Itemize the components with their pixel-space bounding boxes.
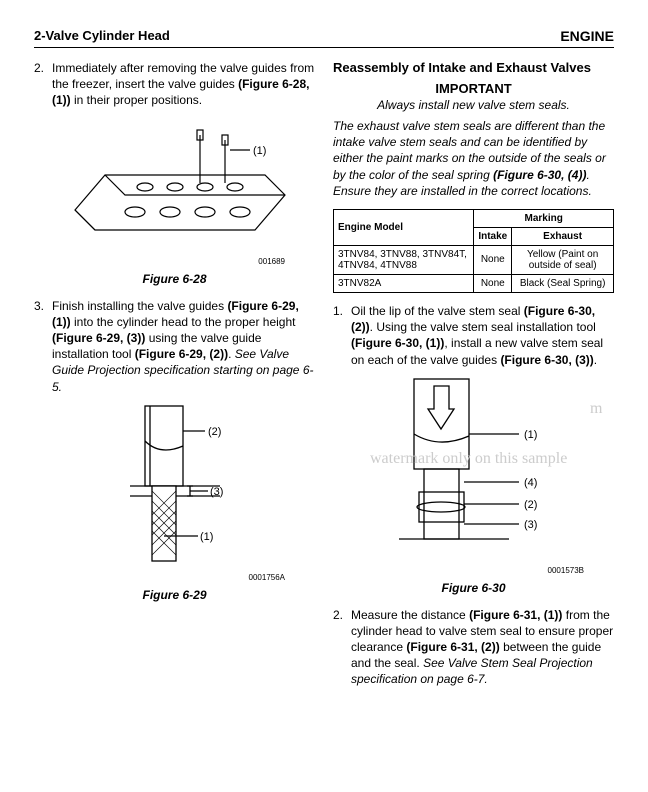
valve-seal-illustration: (1) (4) (2) (3) xyxy=(359,374,589,564)
step-2: 2. Immediately after removing the valve … xyxy=(34,60,315,109)
callout-2: (2) xyxy=(208,426,221,438)
cylinder-head-illustration: (1) xyxy=(55,115,295,255)
step-number: 1. xyxy=(333,303,351,368)
col-intake: Intake xyxy=(474,227,512,245)
left-column: 2. Immediately after removing the valve … xyxy=(34,60,315,694)
cell: Black (Seal Spring) xyxy=(512,274,614,292)
callout-1: (1) xyxy=(253,145,266,157)
step-text: Measure the distance (Figure 6-31, (1)) … xyxy=(351,607,614,688)
right-column: Reassembly of Intake and Exhaust Valves … xyxy=(333,60,614,694)
col-engine-model: Engine Model xyxy=(334,209,474,245)
callout-3: (3) xyxy=(210,486,223,498)
page-header: 2-Valve Cylinder Head ENGINE xyxy=(34,28,614,48)
callout-3: (3) xyxy=(524,519,537,531)
important-heading: IMPORTANT xyxy=(333,81,614,96)
figure-caption: Figure 6-29 xyxy=(34,588,315,602)
col-marking: Marking xyxy=(474,209,614,227)
step-3: 3. Finish installing the valve guides (F… xyxy=(34,298,315,395)
step-text: Finish installing the valve guides (Figu… xyxy=(52,298,315,395)
section-title: Reassembly of Intake and Exhaust Valves xyxy=(333,60,614,75)
cell: 3TNV82A xyxy=(334,274,474,292)
figure-6-30: (1) (4) (2) (3) 0001573B xyxy=(333,374,614,575)
callout-1: (1) xyxy=(200,531,213,543)
callout-2: (2) xyxy=(524,499,537,511)
header-section-title: 2-Valve Cylinder Head xyxy=(34,28,170,44)
step-text: Oil the lip of the valve stem seal (Figu… xyxy=(351,303,614,368)
figure-6-28: (1) 001689 xyxy=(34,115,315,266)
callout-4: (4) xyxy=(524,477,537,489)
step-2r: 2. Measure the distance (Figure 6-31, (1… xyxy=(333,607,614,688)
figure-id: 0001756A xyxy=(34,573,315,582)
valve-guide-tool-illustration: (2) (3) (1) xyxy=(90,401,260,571)
cell: 3TNV84, 3TNV88, 3TNV84T, 4TNV84, 4TNV88 xyxy=(334,245,474,274)
cell: None xyxy=(474,245,512,274)
header-chapter: ENGINE xyxy=(560,28,614,44)
figure-id: 001689 xyxy=(34,257,315,266)
figure-caption: Figure 6-30 xyxy=(333,581,614,595)
figure-id: 0001573B xyxy=(333,566,614,575)
step-number: 3. xyxy=(34,298,52,395)
step-text: Immediately after removing the valve gui… xyxy=(52,60,315,109)
important-subheading: Always install new valve stem seals. xyxy=(333,98,614,112)
marking-table: Engine Model Marking Intake Exhaust 3TNV… xyxy=(333,209,614,293)
cell: None xyxy=(474,274,512,292)
step-1: 1. Oil the lip of the valve stem seal (F… xyxy=(333,303,614,368)
cell: Yellow (Paint on outside of seal) xyxy=(512,245,614,274)
figure-6-29: (2) (3) (1) 0001756A xyxy=(34,401,315,582)
content-columns: 2. Immediately after removing the valve … xyxy=(34,60,614,694)
col-exhaust: Exhaust xyxy=(512,227,614,245)
note-text: The exhaust valve stem seals are differe… xyxy=(333,118,614,199)
step-number: 2. xyxy=(34,60,52,109)
table-row: 3TNV84, 3TNV88, 3TNV84T, 4TNV84, 4TNV88 … xyxy=(334,245,614,274)
table-row: 3TNV82A None Black (Seal Spring) xyxy=(334,274,614,292)
callout-1: (1) xyxy=(524,429,537,441)
figure-caption: Figure 6-28 xyxy=(34,272,315,286)
step-number: 2. xyxy=(333,607,351,688)
table-row: Engine Model Marking xyxy=(334,209,614,227)
